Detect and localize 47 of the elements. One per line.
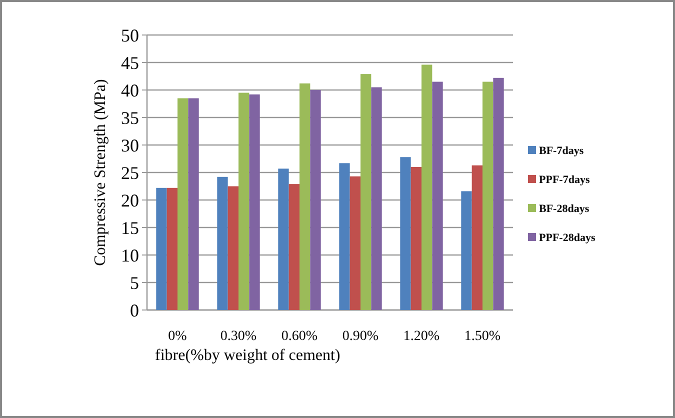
- y-tick-label: 30: [121, 135, 139, 156]
- y-tick-label: 20: [121, 190, 139, 210]
- legend-label: PPF-7days: [539, 174, 590, 186]
- bar: [461, 191, 472, 310]
- y-tick-label: 10: [121, 245, 139, 266]
- bar: [410, 167, 422, 310]
- x-tick-label: 0.60%: [281, 329, 318, 344]
- legend-label: BF-28days: [539, 202, 590, 215]
- bar: [400, 157, 411, 310]
- y-tick-label: 45: [121, 52, 139, 73]
- x-tick-label: 0.30%: [220, 329, 257, 344]
- x-tick-label: 0%: [168, 329, 188, 344]
- bar: [300, 83, 310, 310]
- legend-label: BF-7days: [539, 144, 584, 157]
- y-axis-title: Compressive Strength (MPa): [92, 79, 109, 266]
- bar: [238, 92, 250, 310]
- x-tick-label: 1.20%: [403, 329, 440, 344]
- y-tick-label: 5: [130, 272, 139, 293]
- bar: [166, 188, 178, 310]
- bar: [217, 176, 228, 310]
- bar: [482, 82, 494, 310]
- y-tick-label: 25: [121, 162, 139, 183]
- y-tick-label: 50: [121, 25, 139, 46]
- bar: [178, 98, 188, 310]
- bar: [156, 188, 167, 310]
- bar: [422, 64, 432, 310]
- bar: [188, 98, 199, 310]
- bar: [288, 184, 300, 310]
- bar: [278, 168, 289, 310]
- bar: [472, 165, 482, 310]
- bar: [228, 186, 238, 310]
- x-axis-title: fibre(%by weight of cement): [155, 347, 340, 364]
- bar: [432, 82, 443, 310]
- bar: [371, 87, 382, 310]
- y-tick-label: 35: [121, 108, 139, 128]
- bar: [249, 94, 260, 310]
- bar: [360, 74, 372, 310]
- bar: [339, 163, 350, 310]
- x-tick-label: 0.90%: [342, 329, 379, 344]
- x-tick-label: 1.50%: [464, 329, 501, 344]
- y-tick-label: 0: [130, 300, 139, 320]
- legend-label: PPF-28days: [539, 232, 596, 244]
- y-tick-label: 40: [121, 80, 139, 100]
- bar: [493, 78, 504, 310]
- bar: [350, 176, 360, 310]
- y-tick-label: 15: [121, 218, 139, 238]
- bar: [310, 90, 321, 310]
